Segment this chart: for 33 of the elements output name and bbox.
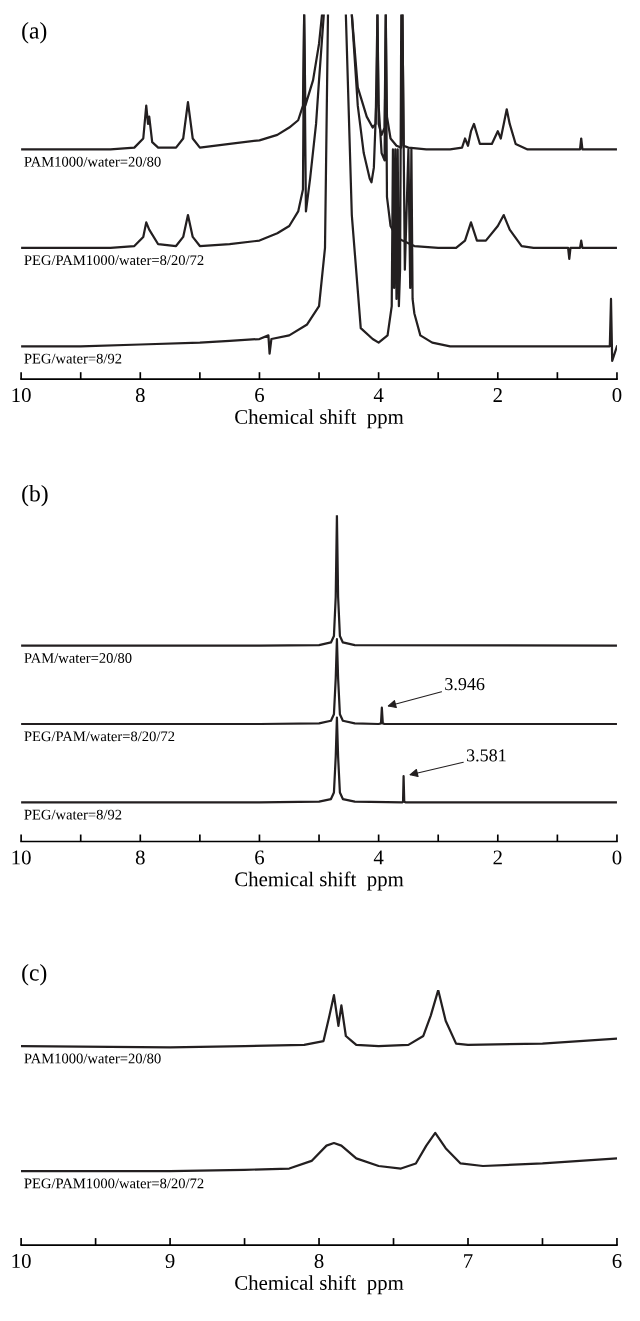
x-tick-label: 10	[12, 850, 31, 865]
x-tick-label: 4	[373, 388, 384, 402]
x-tick-label: 0	[612, 850, 622, 865]
x-tick-label: 10	[12, 1253, 31, 1269]
series-label: PEG/water=8/92	[24, 809, 122, 820]
x-axis-title: Chemical shift ppm	[235, 871, 404, 891]
x-tick-label: 0	[612, 388, 622, 403]
chart-title: (b)	[22, 484, 48, 507]
x-tick-label: 8	[314, 1253, 324, 1269]
x-tick-label: 6	[255, 850, 265, 865]
annotation: 3.581	[466, 749, 506, 762]
x-axis-title: Chemical shift ppm	[235, 409, 404, 429]
x-axis-title: Chemical shift ppm	[235, 1275, 404, 1295]
x-tick-label: 8	[135, 388, 145, 403]
series-label: PEG/water=8/92	[24, 353, 122, 364]
x-tick-label: 10	[12, 388, 31, 403]
x-tick-label: 6	[612, 1254, 622, 1269]
chart-title: (a)	[22, 22, 47, 44]
series-label: PAM1000/water=20/80	[24, 156, 161, 167]
series-label: PEG/PAM/water=8/20/72	[24, 731, 175, 742]
annotation: 3.946	[445, 678, 485, 691]
x-tick-label: 2	[493, 388, 502, 402]
x-tick-label: 9	[165, 1254, 175, 1269]
series-label: PAM1000/water=20/80	[24, 1053, 161, 1064]
series-label: PEG/PAM1000/water=8/20/72	[24, 1178, 204, 1189]
series-label: PEG/PAM1000/water=8/20/72	[24, 255, 204, 266]
chart-title: (c)	[22, 964, 47, 986]
series-label: PAM/water=20/80	[24, 653, 132, 663]
x-tick-label: 8	[135, 850, 145, 865]
x-tick-label: 2	[493, 850, 502, 865]
x-tick-label: 7	[464, 1254, 473, 1268]
x-tick-label: 6	[255, 388, 265, 403]
x-tick-label: 4	[373, 850, 384, 865]
